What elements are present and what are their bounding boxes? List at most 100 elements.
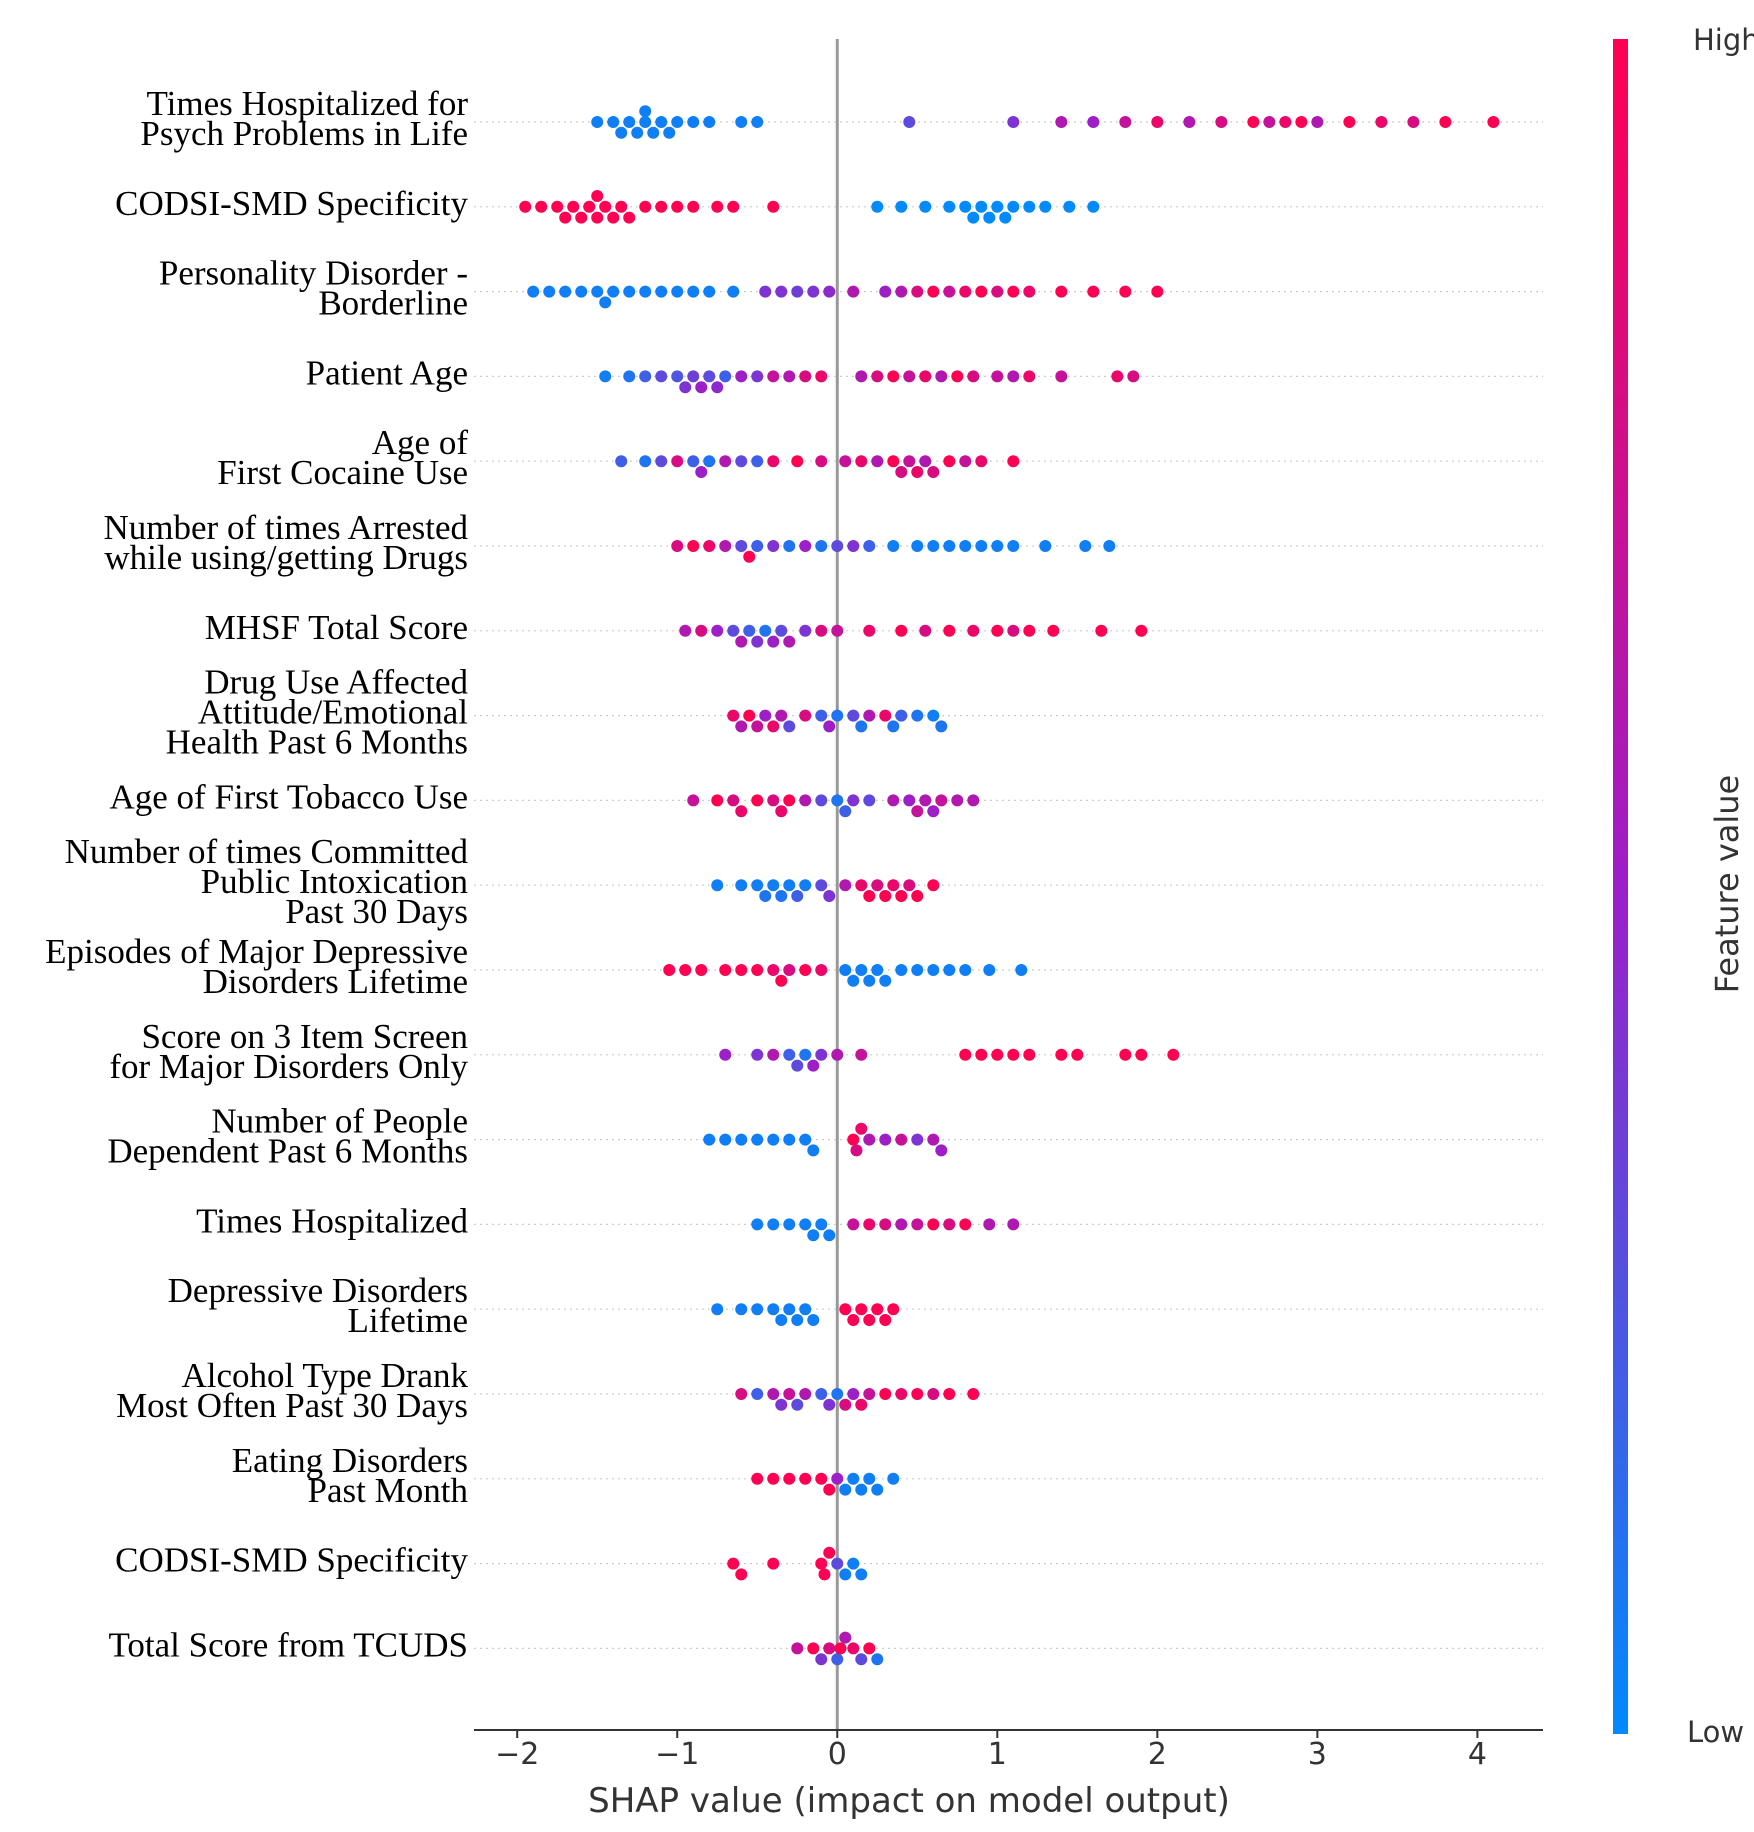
shap-point xyxy=(855,720,868,733)
shap-point xyxy=(599,200,612,213)
shap-point xyxy=(1103,540,1116,552)
shap-point xyxy=(911,805,924,818)
shap-point xyxy=(831,624,844,637)
shap-point xyxy=(903,794,916,807)
shap-point xyxy=(855,1398,868,1411)
shap-point xyxy=(855,455,868,468)
colorbar-low: Low xyxy=(1687,1715,1744,1749)
shap-point xyxy=(767,1388,780,1400)
shap-point xyxy=(1007,116,1020,128)
shap-point xyxy=(759,890,772,902)
shap-point xyxy=(871,1483,884,1496)
shap-point xyxy=(807,1059,820,1072)
shap-point xyxy=(839,1568,852,1581)
shap-point xyxy=(815,1388,828,1400)
feature-label: Age of First Tobacco Use xyxy=(110,777,469,816)
shap-point xyxy=(535,200,548,213)
shap-point xyxy=(775,890,788,902)
shap-point xyxy=(783,720,796,733)
shap-point xyxy=(863,540,876,552)
shap-point xyxy=(919,794,932,807)
shap-point xyxy=(855,370,868,383)
shap-point xyxy=(671,455,684,468)
shap-point xyxy=(871,200,884,213)
shap-point xyxy=(847,1314,860,1326)
shap-point xyxy=(695,964,708,976)
shap-point xyxy=(1183,116,1196,128)
shap-point xyxy=(767,720,780,733)
shap-point xyxy=(943,1388,956,1400)
shap-point xyxy=(1167,1048,1180,1061)
shap-point xyxy=(719,1133,732,1146)
shap-point xyxy=(711,200,724,213)
shap-point xyxy=(807,1314,820,1326)
shap-point xyxy=(991,370,1004,383)
shap-point xyxy=(895,466,908,478)
shap-point xyxy=(783,1388,796,1400)
x-tick-label: 0 xyxy=(828,1737,847,1772)
shap-point xyxy=(887,1472,900,1485)
shap-point xyxy=(895,964,908,976)
shap-point xyxy=(799,1048,812,1061)
shap-point xyxy=(743,550,756,563)
shap-point xyxy=(927,805,940,818)
shap-point xyxy=(831,1653,844,1666)
shap-point xyxy=(839,879,852,892)
shap-point xyxy=(839,1398,852,1411)
shap-point xyxy=(847,1472,860,1485)
shap-point xyxy=(735,370,748,383)
shap-point xyxy=(1111,370,1124,383)
shap-point xyxy=(783,1048,796,1061)
shap-point xyxy=(927,709,940,722)
shap-point xyxy=(831,1557,844,1570)
shap-point xyxy=(1007,455,1020,468)
shap-point xyxy=(959,540,972,552)
shap-point xyxy=(799,964,812,976)
shap-point xyxy=(615,126,628,139)
shap-point xyxy=(1007,624,1020,637)
shap-point xyxy=(991,200,1004,213)
shap-point xyxy=(1055,1048,1068,1061)
shap-point xyxy=(1007,200,1020,213)
shap-point xyxy=(983,1218,996,1231)
shap-point xyxy=(927,1218,940,1231)
shap-point xyxy=(711,381,724,394)
shap-point xyxy=(735,1568,748,1581)
shap-point xyxy=(1007,540,1020,552)
shap-point xyxy=(1279,116,1292,128)
shap-point xyxy=(783,370,796,383)
shap-point xyxy=(727,709,740,722)
shap-point xyxy=(959,455,972,468)
shap-point xyxy=(815,964,828,976)
shap-point xyxy=(863,1388,876,1400)
shap-point xyxy=(847,540,860,552)
shap-point xyxy=(783,635,796,648)
shap-point xyxy=(615,455,628,468)
shap-point xyxy=(1263,116,1276,128)
shap-point xyxy=(727,285,740,298)
shap-point xyxy=(663,126,676,139)
shap-point xyxy=(767,200,780,213)
shap-point xyxy=(767,879,780,892)
shap-point xyxy=(967,794,980,807)
shap-point xyxy=(895,1218,908,1231)
shap-point xyxy=(751,116,764,128)
shap-point xyxy=(719,370,732,383)
shap-point xyxy=(975,200,988,213)
shap-point xyxy=(751,370,764,383)
shap-point xyxy=(831,1472,844,1485)
shap-point xyxy=(735,540,748,552)
shap-point xyxy=(1063,200,1076,213)
shap-point xyxy=(703,1133,716,1146)
shap-point xyxy=(719,1048,732,1061)
shap-point xyxy=(1087,116,1100,128)
shap-point xyxy=(799,1472,812,1485)
shap-point xyxy=(871,1653,884,1666)
shap-point xyxy=(847,709,860,722)
shap-point xyxy=(1119,116,1132,128)
shap-point xyxy=(783,964,796,976)
feature-label: Patient Age xyxy=(306,353,468,392)
shap-point xyxy=(911,1388,924,1400)
shap-point xyxy=(639,200,652,213)
shap-point xyxy=(607,116,620,128)
